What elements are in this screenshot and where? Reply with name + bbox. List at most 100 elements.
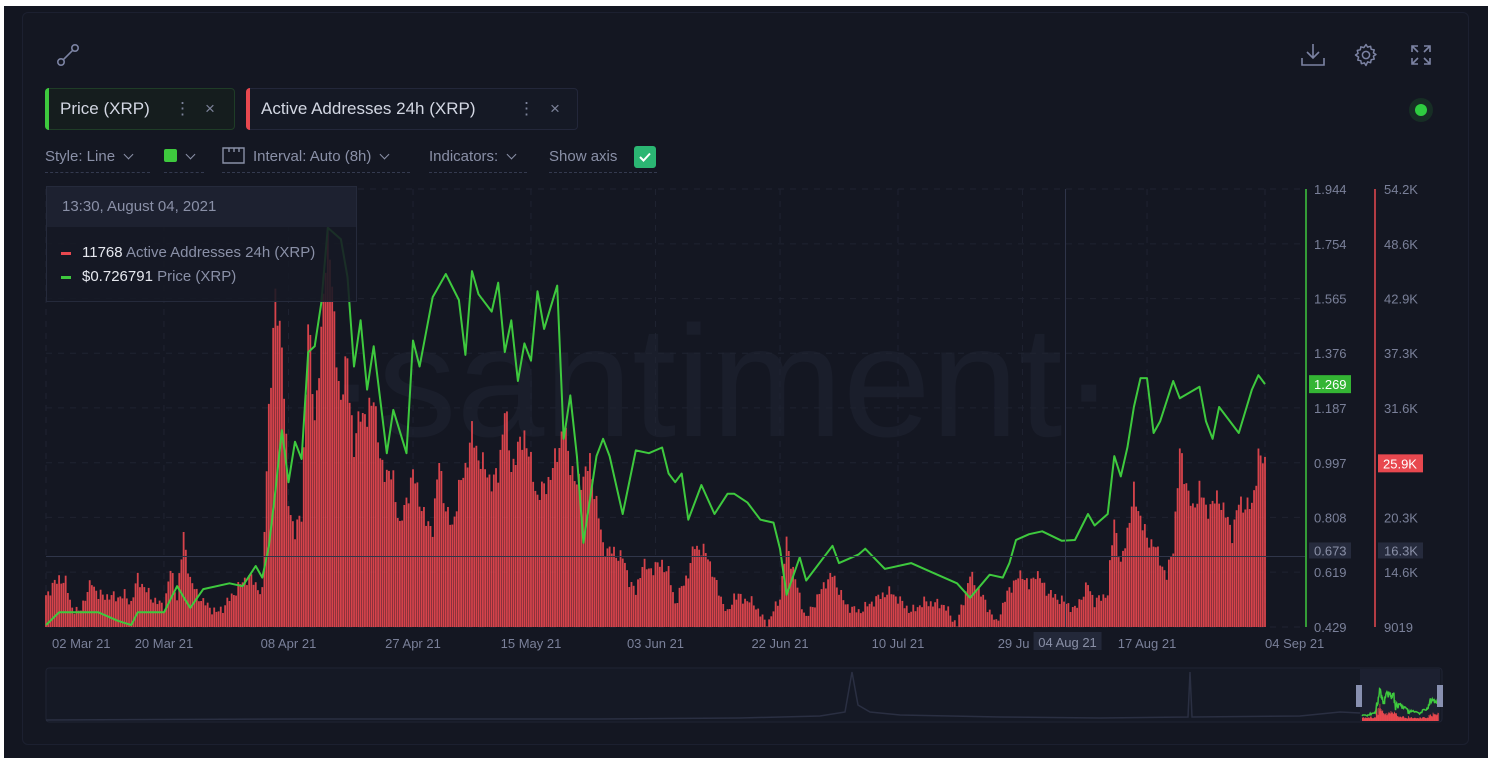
fullscreen-icon[interactable] xyxy=(1410,44,1432,66)
color-dropdown[interactable] xyxy=(164,146,204,173)
navigator-right-handle[interactable] xyxy=(1437,685,1443,707)
active-addresses-bar xyxy=(348,402,351,627)
active-addresses-bar xyxy=(1019,570,1022,627)
active-addresses-bar xyxy=(75,606,78,627)
active-addresses-bar xyxy=(364,414,366,627)
active-addresses-bar xyxy=(824,588,827,627)
active-addresses-bar xyxy=(1054,594,1057,627)
navigator-bar xyxy=(1399,716,1401,721)
active-addresses-bar xyxy=(1216,490,1218,627)
active-addresses-bar xyxy=(886,594,888,627)
active-addresses-bar xyxy=(230,593,233,627)
style-dropdown[interactable]: Style: Line xyxy=(45,146,150,173)
gear-icon[interactable] xyxy=(1354,43,1378,67)
active-addresses-bar xyxy=(497,482,500,627)
navigator-bar xyxy=(1395,713,1396,721)
more-icon[interactable]: ⋮ xyxy=(518,99,535,118)
active-addresses-bar xyxy=(982,594,985,627)
active-addresses-bar xyxy=(942,605,945,627)
active-addresses-bar xyxy=(894,596,897,627)
active-addresses-bar xyxy=(477,460,480,627)
navigator-bar xyxy=(1425,718,1427,721)
active-addresses-bar xyxy=(757,608,760,627)
show-axis-toggle[interactable]: Show axis xyxy=(549,146,657,173)
active-addresses-bar xyxy=(1006,590,1009,627)
active-addresses-bar xyxy=(265,471,268,627)
active-addresses-bar xyxy=(261,587,264,627)
download-icon[interactable] xyxy=(1300,42,1326,68)
active-addresses-bar xyxy=(311,394,314,627)
active-addresses-bar xyxy=(844,604,847,627)
active-addresses-bar xyxy=(250,574,253,627)
active-addresses-bar xyxy=(639,578,642,627)
crosshair-price-label: 0.673 xyxy=(1314,543,1347,558)
navigator-bar xyxy=(1415,718,1417,721)
navigator-bar xyxy=(1389,713,1391,721)
navigator-bar xyxy=(1414,717,1416,721)
tab-price[interactable]: Price (XRP) ⋮ × xyxy=(45,88,235,130)
connect-icon[interactable] xyxy=(56,43,80,67)
active-addresses-bar xyxy=(291,521,294,627)
price-tick-label: 0.997 xyxy=(1314,456,1347,471)
navigator-left-handle[interactable] xyxy=(1356,685,1362,707)
active-addresses-bar xyxy=(794,579,797,627)
interval-dropdown[interactable]: Interval: Auto (8h) xyxy=(222,146,410,173)
navigator-bar xyxy=(1407,718,1409,721)
active-addresses-bar xyxy=(1063,601,1065,627)
active-addresses-bar xyxy=(534,490,537,627)
indicators-dropdown[interactable]: Indicators: xyxy=(429,146,527,173)
navigator-bar xyxy=(1372,718,1374,721)
active-addresses-bar xyxy=(728,609,731,627)
tab-label: Price (XRP) xyxy=(60,99,150,118)
more-icon[interactable]: ⋮ xyxy=(174,99,191,118)
active-addresses-bar xyxy=(442,503,445,627)
active-addresses-bar xyxy=(217,611,220,627)
navigator-bar xyxy=(1393,713,1395,721)
active-addresses-bar xyxy=(198,601,200,627)
active-addresses-bar xyxy=(176,600,178,627)
active-addresses-bar xyxy=(45,595,47,627)
active-addresses-bar xyxy=(768,619,770,627)
price-tick-label: 1.754 xyxy=(1314,237,1347,252)
legend-swatch xyxy=(61,251,71,255)
active-addresses-bar xyxy=(163,612,165,627)
navigator-bar xyxy=(1390,710,1392,721)
show-axis-checkbox[interactable] xyxy=(634,146,656,168)
active-addresses-bar xyxy=(973,585,976,627)
navigator-bar xyxy=(1429,715,1431,721)
show-axis-label: Show axis xyxy=(549,148,618,165)
navigator-bar xyxy=(1422,717,1424,721)
active-addresses-bar xyxy=(971,571,974,627)
navigator-bar xyxy=(1372,718,1373,721)
active-addresses-bar xyxy=(1119,561,1122,627)
active-addresses-bar xyxy=(313,420,316,627)
navigator xyxy=(45,667,1443,723)
active-addresses-bar xyxy=(1115,533,1118,627)
active-addresses-bar xyxy=(60,583,63,627)
navigator-bar xyxy=(1429,714,1431,721)
active-addresses-bar xyxy=(569,475,572,627)
crosshair-date-tag xyxy=(1033,632,1102,650)
active-addresses-bar xyxy=(549,479,552,627)
active-addresses-bar xyxy=(1056,599,1059,627)
active-addresses-bar xyxy=(1200,497,1203,627)
navigator-bar xyxy=(1417,718,1418,721)
navigator-bar xyxy=(1415,718,1417,721)
active-addresses-bar xyxy=(1133,481,1135,627)
active-addresses-bar xyxy=(473,447,476,627)
active-addresses-bar xyxy=(248,575,251,627)
navigator-bar xyxy=(1434,714,1436,721)
tab-active-addresses[interactable]: Active Addresses 24h (XRP) ⋮ × xyxy=(246,88,578,130)
active-addresses-bar xyxy=(508,450,511,627)
active-addresses-bar xyxy=(932,606,934,627)
navigator-bar xyxy=(1368,717,1370,721)
active-addresses-bar xyxy=(999,614,1002,627)
close-icon[interactable]: × xyxy=(550,99,560,118)
x-tick-label: 15 May 21 xyxy=(501,636,562,651)
active-addresses-bar xyxy=(438,463,441,627)
close-icon[interactable]: × xyxy=(205,99,215,118)
price-line xyxy=(45,226,1266,626)
axes: 02 Mar 21 20 Mar 21 08 Apr 21 27 Apr 21 15 M… xyxy=(52,182,1423,651)
active-addresses-bar xyxy=(431,536,434,627)
